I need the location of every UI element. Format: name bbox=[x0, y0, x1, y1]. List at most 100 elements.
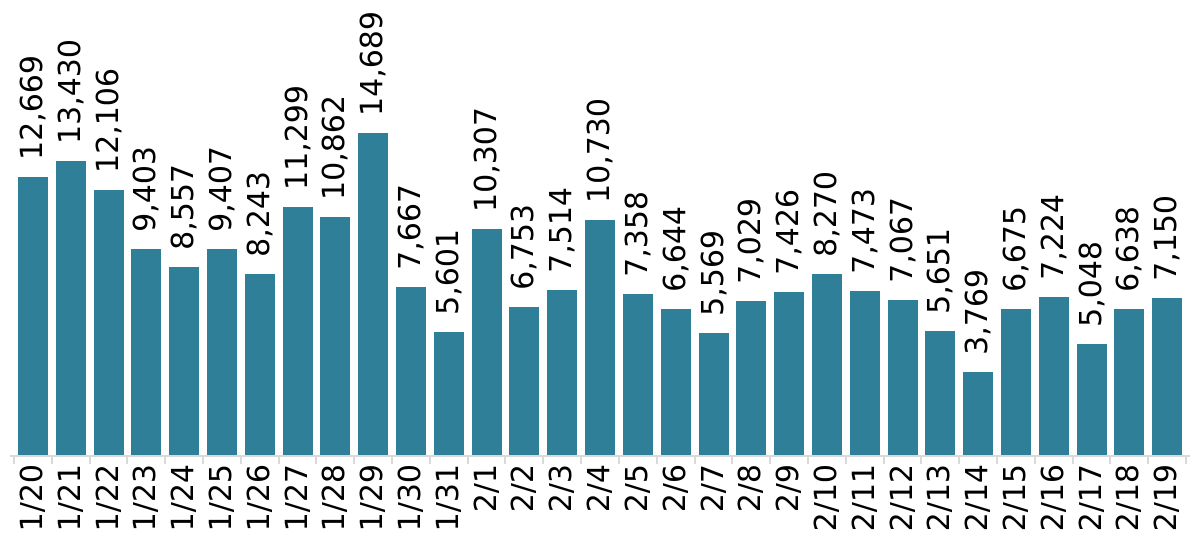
value-label: 6,675 bbox=[998, 206, 1034, 292]
x-tick-label: 1/28 bbox=[317, 464, 353, 532]
bar-column: 9,407 bbox=[203, 0, 241, 455]
x-tick-cell: 1/22 bbox=[90, 464, 128, 531]
x-tick-cell: 1/21 bbox=[52, 464, 90, 531]
bar-column: 7,667 bbox=[392, 0, 430, 455]
x-axis-tick bbox=[504, 455, 507, 464]
x-axis-tick bbox=[126, 455, 129, 464]
bar-column: 6,753 bbox=[506, 0, 544, 455]
bar bbox=[131, 249, 162, 455]
x-tick-cell: 2/19 bbox=[1148, 464, 1186, 531]
x-axis-tick bbox=[580, 455, 583, 464]
x-tick-cell: 2/18 bbox=[1111, 464, 1149, 531]
value-label: 5,569 bbox=[695, 230, 731, 316]
value-label: 7,358 bbox=[619, 191, 655, 277]
bar-column: 5,569 bbox=[695, 0, 733, 455]
x-tick-label: 2/18 bbox=[1111, 464, 1147, 532]
x-tick-cell: 1/30 bbox=[392, 464, 430, 531]
x-tick-label: 2/16 bbox=[1035, 464, 1071, 532]
plot-area: 12,669 13,430 12,106 9,403 8,557 9,407 8,243 11… bbox=[14, 0, 1186, 455]
value-label: 10,307 bbox=[468, 107, 504, 212]
x-tick-cell: 1/27 bbox=[279, 464, 317, 531]
x-tick-cell: 2/10 bbox=[808, 464, 846, 531]
x-tick-cell: 2/16 bbox=[1035, 464, 1073, 531]
bar-column: 7,067 bbox=[884, 0, 922, 455]
value-label: 7,067 bbox=[884, 197, 920, 283]
x-tick-label: 1/24 bbox=[166, 464, 202, 532]
bar bbox=[206, 249, 237, 455]
x-tick-label: 1/22 bbox=[90, 464, 126, 532]
x-axis-tick bbox=[1071, 455, 1074, 464]
value-label: 5,048 bbox=[1073, 241, 1109, 327]
x-tick-label: 2/13 bbox=[922, 464, 958, 532]
bar bbox=[1076, 344, 1107, 455]
x-tick-label: 2/9 bbox=[771, 464, 807, 513]
bar-column: 7,224 bbox=[1035, 0, 1073, 455]
x-axis-tick bbox=[202, 455, 205, 464]
x-axis-tick bbox=[391, 455, 394, 464]
x-tick-label: 1/23 bbox=[128, 464, 164, 532]
x-tick-cell: 2/9 bbox=[770, 464, 808, 512]
x-tick-cell: 1/20 bbox=[14, 464, 52, 531]
value-label: 10,862 bbox=[317, 95, 353, 200]
bar-column: 10,862 bbox=[317, 0, 355, 455]
value-label: 6,638 bbox=[1111, 206, 1147, 292]
x-axis-tick bbox=[882, 455, 885, 464]
x-tick-label: 2/11 bbox=[846, 464, 882, 532]
x-axis-labels: 1/20 1/21 1/22 1/23 1/24 1/25 1/26 1/27 1/28 1/29… bbox=[14, 464, 1186, 531]
bar bbox=[547, 290, 578, 455]
x-tick-label: 2/19 bbox=[1149, 464, 1185, 532]
value-label: 8,243 bbox=[241, 171, 277, 257]
x-tick-label: 2/7 bbox=[695, 464, 731, 513]
x-axis-tick bbox=[1109, 455, 1112, 464]
x-axis-tick bbox=[88, 455, 91, 464]
bar bbox=[1038, 297, 1069, 455]
x-tick-cell: 2/1 bbox=[468, 464, 506, 512]
x-axis-tick bbox=[769, 455, 772, 464]
bar-column: 3,769 bbox=[959, 0, 997, 455]
bar-column: 7,514 bbox=[543, 0, 581, 455]
x-tick-label: 2/3 bbox=[544, 464, 580, 513]
bar-column: 6,675 bbox=[997, 0, 1035, 455]
value-label: 11,299 bbox=[279, 85, 315, 190]
x-tick-cell: 1/26 bbox=[241, 464, 279, 531]
bar-column: 12,106 bbox=[90, 0, 128, 455]
x-axis-tick bbox=[617, 455, 620, 464]
value-label: 9,403 bbox=[128, 146, 164, 232]
x-tick-cell: 1/24 bbox=[165, 464, 203, 531]
bar bbox=[925, 331, 956, 455]
x-axis-tick bbox=[844, 455, 847, 464]
bar-column: 5,601 bbox=[430, 0, 468, 455]
value-label: 7,426 bbox=[771, 189, 807, 275]
x-tick-cell: 2/14 bbox=[959, 464, 997, 531]
value-label: 6,753 bbox=[506, 204, 542, 290]
x-tick-label: 1/21 bbox=[52, 464, 88, 532]
bar-column: 13,430 bbox=[52, 0, 90, 455]
x-axis-tick bbox=[1185, 455, 1187, 464]
bar-column: 7,358 bbox=[619, 0, 657, 455]
x-tick-label: 2/8 bbox=[733, 464, 769, 513]
bar-column: 9,403 bbox=[127, 0, 165, 455]
value-label: 7,667 bbox=[393, 184, 429, 270]
x-tick-cell: 2/17 bbox=[1073, 464, 1111, 531]
x-tick-cell: 2/6 bbox=[657, 464, 695, 512]
bar bbox=[622, 294, 653, 455]
bar bbox=[774, 292, 805, 455]
x-tick-label: 1/26 bbox=[241, 464, 277, 532]
bar bbox=[17, 177, 48, 455]
value-label: 7,150 bbox=[1149, 195, 1185, 281]
x-tick-cell: 1/25 bbox=[203, 464, 241, 531]
x-tick-label: 2/2 bbox=[506, 464, 542, 513]
value-label: 12,106 bbox=[90, 68, 126, 173]
bar bbox=[320, 217, 351, 455]
x-tick-cell: 2/7 bbox=[695, 464, 733, 512]
bar bbox=[55, 161, 86, 455]
bar-column: 11,299 bbox=[279, 0, 317, 455]
bar bbox=[887, 300, 918, 455]
value-label: 6,644 bbox=[657, 206, 693, 292]
x-tick-cell: 2/13 bbox=[922, 464, 960, 531]
x-tick-cell: 1/28 bbox=[317, 464, 355, 531]
bar-column: 7,473 bbox=[846, 0, 884, 455]
x-tick-cell: 2/11 bbox=[846, 464, 884, 531]
bar-column: 6,638 bbox=[1111, 0, 1149, 455]
bar-column: 7,426 bbox=[770, 0, 808, 455]
